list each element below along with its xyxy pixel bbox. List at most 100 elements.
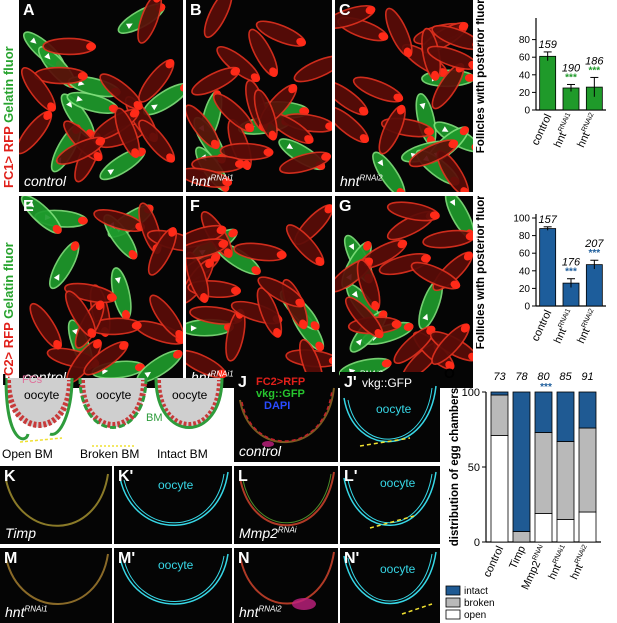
panel-a-image: A control [19, 0, 183, 192]
red-follicle [385, 7, 413, 58]
y-tick-label: 50 [468, 462, 480, 474]
arrowhead-icon [355, 339, 362, 346]
legend-label-intact: intact [464, 586, 488, 597]
panel-l-image: L Mmp2RNAi [234, 466, 338, 544]
panel-label-k2: K' [118, 468, 134, 485]
panel-n-image: N hntRNAi2 [234, 548, 338, 623]
legend-swatch-broken [445, 597, 461, 608]
red-follicle [253, 89, 278, 141]
schematic-broken-label: Broken BM [80, 447, 140, 461]
panel-caption-a: control [24, 173, 67, 189]
arrowhead-icon [71, 328, 78, 336]
oocyte-label-m2: oocyte [158, 558, 194, 572]
legend-swatch-open [445, 609, 461, 620]
row-title-top: FC1> RFP Gelatin fluor [1, 46, 16, 188]
panel-label-b: B [190, 2, 202, 19]
stacked-bar-segment-broken [534, 432, 553, 514]
red-follicle [203, 0, 233, 39]
stacked-bar-segment-broken [512, 531, 531, 543]
red-follicle [29, 302, 62, 350]
panel-label-k: K [4, 468, 16, 485]
y-tick-label: 60 [519, 53, 531, 64]
schematic-oocyte-label-2: oocyte [96, 388, 132, 402]
n-label: 186 [585, 55, 604, 67]
red-follicle [42, 37, 97, 56]
red-follicle [186, 104, 220, 150]
arrowhead-icon [44, 53, 51, 60]
schematic-broken-bm [78, 377, 148, 447]
x-tick-label: control [530, 112, 555, 147]
red-follicle [255, 20, 306, 47]
n-label: 73 [493, 371, 506, 383]
n-label: 157 [538, 214, 557, 226]
legend-label-open: open [464, 610, 486, 621]
follicle-field-b [186, 0, 332, 192]
arrowhead-icon [449, 199, 456, 206]
n-label: 176 [562, 257, 581, 269]
red-follicle [19, 110, 53, 155]
red-follicle [186, 349, 227, 379]
red-follicle [147, 227, 178, 276]
red-follicle [186, 167, 233, 188]
y-tick-label: 0 [474, 537, 480, 549]
arrowhead-icon [114, 277, 121, 284]
red-follicle [257, 276, 305, 308]
red-follicle [352, 76, 404, 103]
y-axis-title: distribution of egg chambers [449, 388, 461, 546]
panel-label-l2: L' [344, 468, 358, 485]
red-follicle [431, 24, 473, 51]
red-follicle [64, 282, 117, 304]
y-axis-title: Follicles with posterior fluor.(%) [476, 196, 487, 349]
panel-e-image: E control [19, 196, 183, 388]
schematic-open-label: Open BM [2, 447, 53, 461]
stacked-bar-segment-open [578, 511, 597, 543]
egg-chamber-j2 [343, 385, 437, 447]
panel-k2-image: K' oocyte [114, 466, 232, 544]
panel-g-image: G hntRNAi2 [335, 196, 473, 388]
schematic-open-bm [4, 377, 74, 443]
arrowhead-icon [286, 143, 294, 149]
red-follicle [356, 259, 381, 311]
panel-n2-image: N' oocyte [340, 548, 440, 623]
stacked-bar-segment-broken [490, 394, 509, 436]
x-tick-label: control [530, 308, 555, 343]
significance-label: *** [565, 72, 577, 83]
arrowhead-icon [422, 313, 428, 321]
x-tick-label: hntRNAi1 [551, 308, 578, 346]
egg-chamber-n [239, 551, 335, 610]
oocyte-label-j2: oocyte [376, 402, 412, 416]
red-follicle [410, 261, 461, 290]
stacked-bar-segment-broken [556, 441, 575, 520]
panel-caption-k: Timp [5, 525, 36, 541]
significance-label: *** [540, 382, 552, 393]
stacked-bar-segment-open [556, 519, 575, 543]
x-tick-label: hntRNAi2 [574, 112, 601, 150]
red-follicle [191, 66, 241, 96]
red-follicle [137, 0, 163, 44]
stacked-bar-segment-open [534, 513, 553, 543]
schematic-oocyte-label-3: oocyte [172, 388, 208, 402]
panel-caption-c: hntRNAi2 [340, 173, 383, 189]
red-follicle [293, 55, 332, 83]
red-follicle [248, 28, 279, 77]
stacked-bar-segment-intact [490, 391, 509, 396]
arrowhead-icon [348, 243, 354, 251]
arrowhead-icon [151, 104, 158, 111]
red-follicle [422, 229, 473, 249]
y-axis-title: Follicles with posterior fluor.(%) [476, 0, 487, 153]
schematic-fcs-label: FCs [22, 374, 43, 386]
oocyte-label-n2: oocyte [380, 562, 416, 576]
green-follicle [49, 241, 80, 290]
y-tick-label: 60 [519, 249, 531, 260]
n-label: 78 [515, 371, 528, 383]
red-follicle [378, 104, 406, 155]
panel-caption-n: hntRNAi2 [239, 604, 282, 620]
oocyte-label-k2: oocyte [158, 478, 194, 492]
n-label: 91 [581, 371, 593, 383]
y-tick-label: 20 [519, 284, 531, 295]
stacked-bar-segment-intact [534, 391, 553, 433]
egg-chamber-j [239, 387, 335, 447]
panel-l2-image: L' oocyte [340, 466, 440, 544]
y-tick-label: 80 [519, 231, 531, 242]
